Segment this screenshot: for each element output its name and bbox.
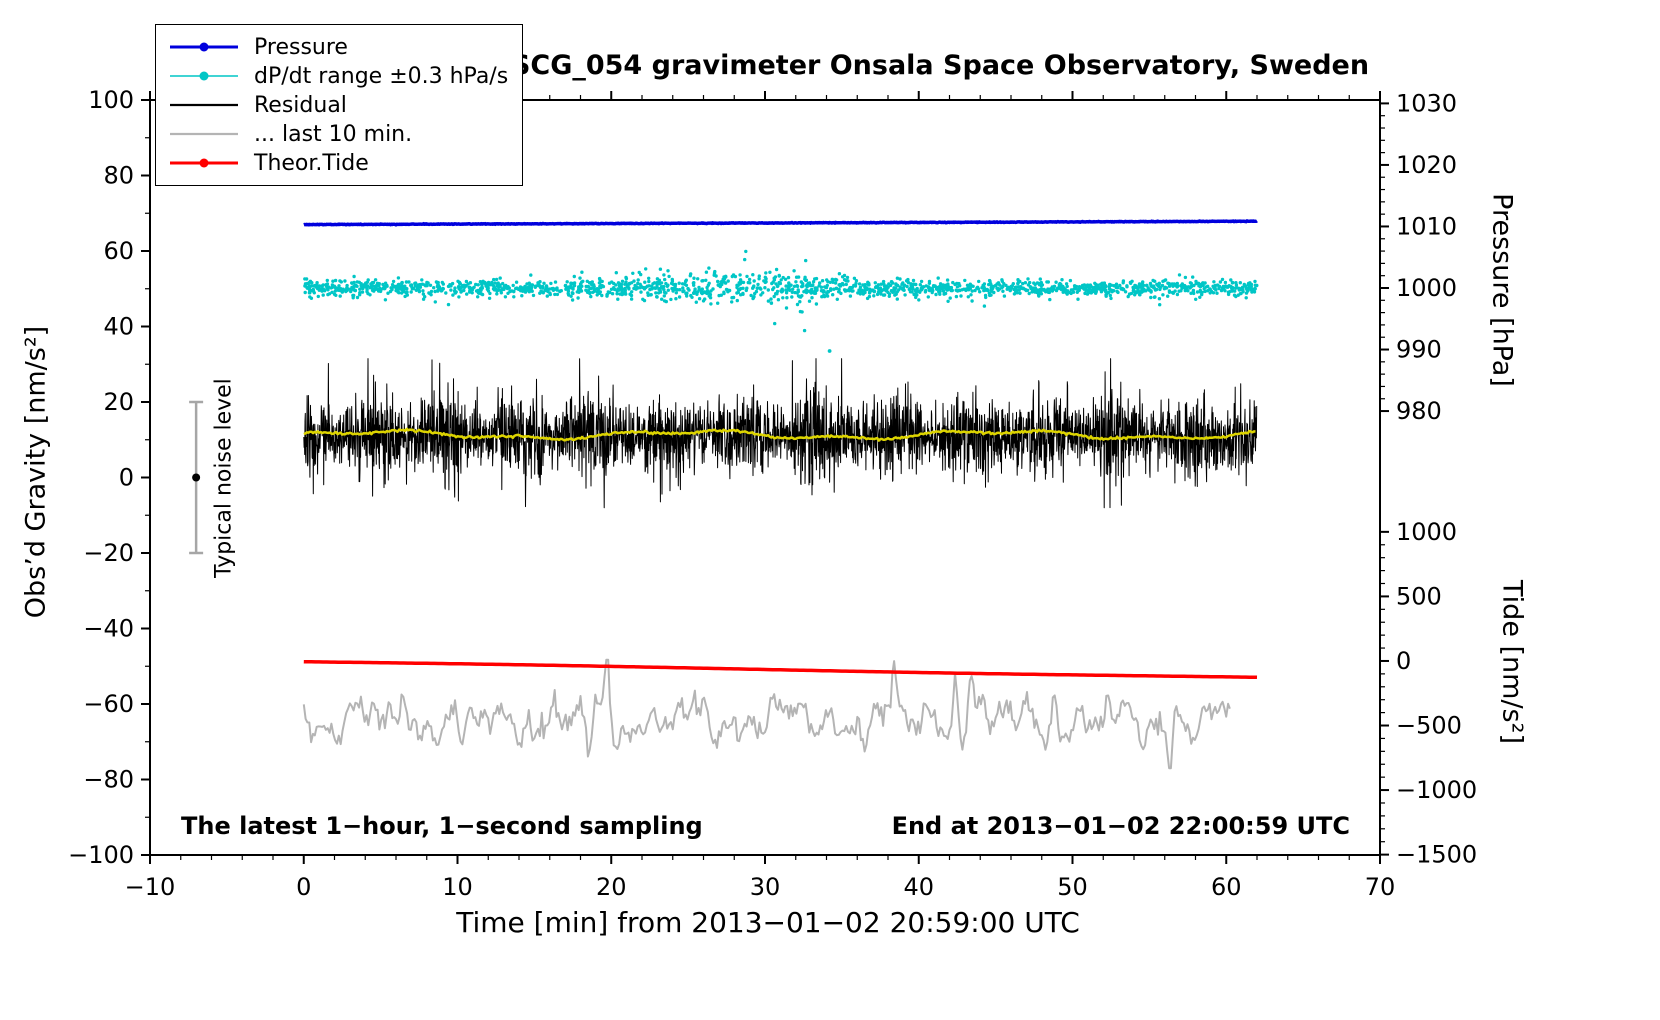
gravity-tick-label: −60: [83, 690, 134, 718]
x-axis-label: Time [min] from 2013−01−02 20:59:00 UTC: [456, 906, 1080, 939]
x-tick-label: 50: [1057, 873, 1088, 901]
residual-line-symbol: [170, 103, 238, 107]
legend-item-pressure: Pressure: [166, 33, 508, 61]
dpdt-dot-symbol: [170, 71, 238, 81]
pressure-tick-label: 980: [1396, 397, 1442, 425]
y-axis-label-tide: Tide [nm/s²]: [1496, 580, 1528, 744]
gravity-tick-label: −40: [83, 615, 134, 643]
series-pressure: [302, 219, 1258, 227]
gravity-tick-label: 0: [119, 464, 134, 492]
legend: Pressure dP/dt range ±0.3 hPa/s Residual…: [155, 24, 524, 186]
plot-frame: [149, 99, 1381, 856]
legend-label-theor-tide: Theor.Tide: [254, 150, 369, 176]
x-tick-label: 20: [596, 873, 627, 901]
pressure-line-symbol: [170, 42, 238, 52]
last10min-line-symbol: [170, 132, 238, 136]
gravity-tick-label: −80: [83, 766, 134, 794]
tide-tick-label: −1500: [1396, 841, 1477, 869]
sampling-annotation: The latest 1−hour, 1−second sampling: [181, 812, 703, 840]
series-theor-tide: [303, 659, 1258, 680]
x-tick-label: 60: [1211, 873, 1242, 901]
legend-label-residual: Residual: [254, 92, 347, 118]
x-tick-label: 70: [1365, 873, 1396, 901]
legend-label-dpdt: dP/dt range ±0.3 hPa/s: [254, 63, 509, 89]
gravity-tick-label: −20: [83, 539, 134, 567]
legend-label-last10min: ... last 10 min.: [254, 121, 413, 147]
gravity-tick-label: −100: [68, 841, 134, 869]
x-tick-label: 0: [296, 873, 311, 901]
pressure-tick-label: 1010: [1396, 212, 1457, 240]
dpdt-outlier-point: [827, 349, 832, 353]
gravity-tick-label: 80: [103, 162, 134, 190]
tide-tick-label: 1000: [1396, 518, 1457, 546]
gravity-tick-label: 40: [103, 313, 134, 341]
gravity-tick-label: 60: [103, 237, 134, 265]
end-time-annotation: End at 2013−01−02 22:00:59 UTC: [891, 812, 1350, 840]
x-tick-label: −10: [125, 873, 176, 901]
legend-item-last10min: ... last 10 min.: [166, 120, 508, 148]
pressure-tick-label: 1000: [1396, 274, 1457, 302]
series-residual: [303, 358, 1258, 509]
y-axis-label-gravity: Obs’d Gravity [nm/s²]: [20, 325, 52, 619]
series-last10min: [302, 658, 1231, 770]
legend-item-residual: Residual: [166, 91, 508, 119]
tide-tick-label: −500: [1396, 712, 1462, 740]
typical-noise-level-marker: [189, 400, 204, 555]
series-dpdt: [303, 249, 1259, 353]
gravity-tick-label: 100: [88, 86, 134, 114]
pressure-tick-label: 1030: [1396, 89, 1457, 117]
x-tick-label: 10: [442, 873, 473, 901]
tide-tick-label: 0: [1396, 647, 1411, 675]
noise-level-label: Typical noise level: [211, 378, 237, 578]
x-tick-label: 30: [750, 873, 781, 901]
chart-title: SCG_054 gravimeter Onsala Space Observat…: [510, 50, 1370, 81]
x-tick-label: 40: [903, 873, 934, 901]
legend-item-dpdt: dP/dt range ±0.3 hPa/s: [166, 62, 508, 90]
pressure-tick-label: 1020: [1396, 151, 1457, 179]
legend-item-theor-tide: Theor.Tide: [166, 149, 508, 177]
pressure-tick-label: 990: [1396, 336, 1442, 364]
gravity-tick-label: 20: [103, 388, 134, 416]
tide-tick-label: 500: [1396, 582, 1442, 610]
theor-tide-line-symbol: [170, 158, 238, 168]
tide-tick-label: −1000: [1396, 776, 1477, 804]
series-residual-smoothed: [303, 427, 1256, 442]
noise-level-dot: [192, 473, 201, 482]
legend-label-pressure: Pressure: [254, 34, 348, 60]
y-axis-label-pressure: Pressure [hPa]: [1486, 193, 1518, 387]
